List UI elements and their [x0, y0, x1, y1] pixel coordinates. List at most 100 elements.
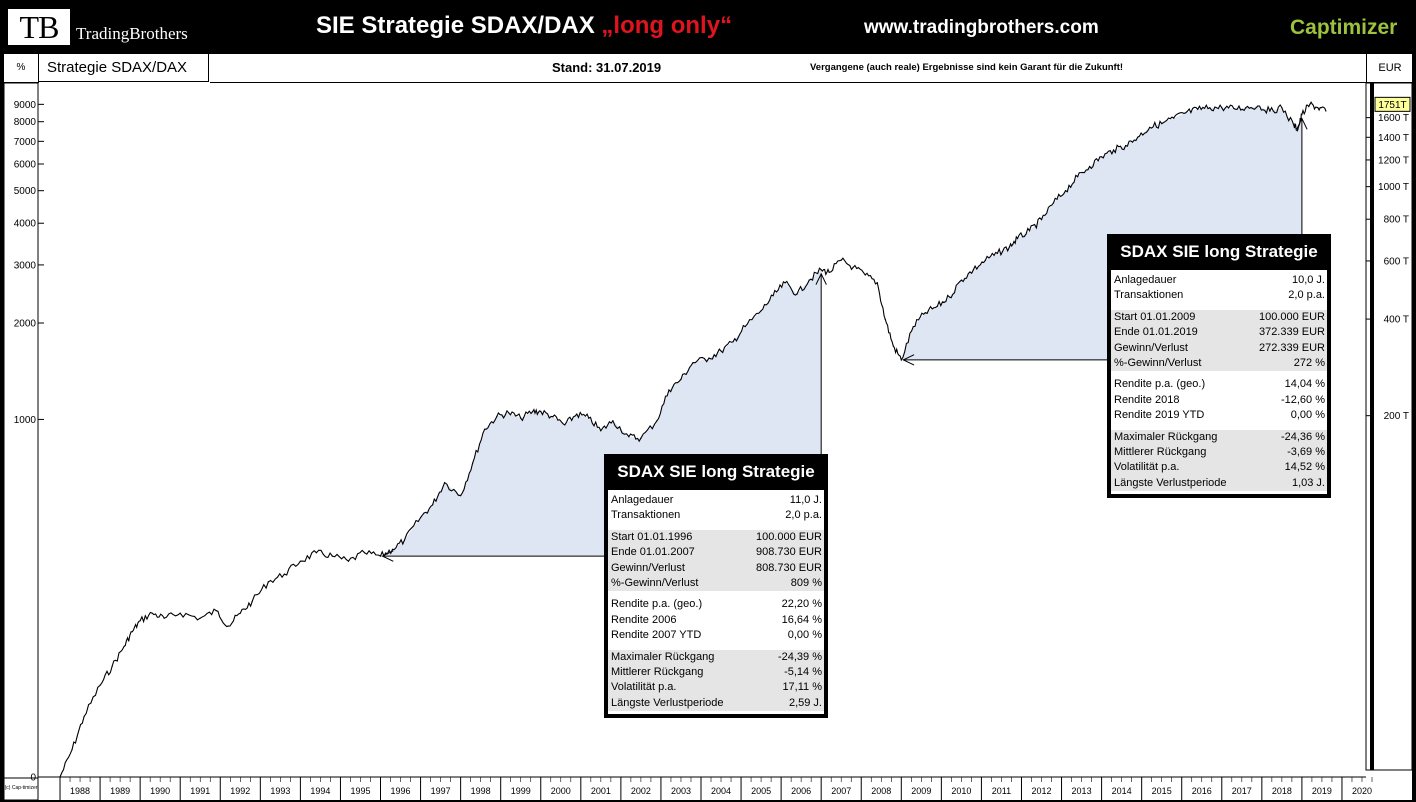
- y-tick-label: 0: [30, 773, 36, 784]
- x-tick-label: 2017: [1232, 786, 1252, 796]
- stat-label: Transaktionen: [1114, 289, 1184, 302]
- x-tick-label: 2007: [831, 786, 851, 796]
- data-point: [1281, 107, 1283, 109]
- stat-label: Ende 01.01.2019: [1114, 326, 1198, 339]
- data-point: [163, 617, 165, 619]
- x-tick-label: 1991: [190, 786, 210, 796]
- data-point: [564, 424, 566, 426]
- stat-row: %-Gewinn/Verlust 272 %: [1111, 356, 1327, 372]
- data-point: [99, 684, 101, 686]
- data-point: [520, 417, 522, 419]
- title-bar: TB TradingBrothers SIE Strategie SDAX/DA…: [0, 0, 1416, 54]
- x-tick-label: 2018: [1272, 786, 1292, 796]
- stats-box-1996-2007: SDAX SIE long Strategie Anlagedauer 11,0 J…: [604, 454, 828, 719]
- y-tick-label: 2000: [14, 318, 37, 329]
- website-url[interactable]: www.tradingbrothers.com: [864, 17, 1099, 38]
- stat-row: Anlagedauer 10,0 J.: [1111, 273, 1327, 288]
- stats-box-body: Anlagedauer 11,0 J. Transaktionen 2,0 p.a. S…: [608, 490, 824, 715]
- x-tick-label: 2003: [671, 786, 691, 796]
- x-tick-label: 2019: [1312, 786, 1332, 796]
- stat-value: 14,52 %: [1284, 461, 1325, 474]
- stat-row: Längste Verlustperiode 1,03 J.: [1111, 475, 1327, 492]
- arrow-end-2019-head: [1296, 117, 1308, 130]
- stat-label: Maximaler Rückgang: [1114, 430, 1218, 443]
- left-axis-panel: [4, 82, 39, 800]
- data-point: [900, 359, 902, 361]
- right-tick-label: 800 T: [1384, 215, 1409, 226]
- stat-row: Rendite 2019 YTD 0,00 %: [1111, 408, 1327, 423]
- data-point: [612, 420, 614, 422]
- data-point: [852, 266, 854, 268]
- data-point: [820, 269, 822, 271]
- data-point: [151, 612, 153, 614]
- data-point: [1089, 165, 1091, 168]
- data-point: [924, 312, 926, 314]
- data-point: [123, 645, 125, 648]
- data-point: [1197, 108, 1199, 110]
- stat-label: Anlagedauer: [611, 494, 674, 506]
- data-point: [892, 345, 894, 347]
- stat-value: 809 %: [790, 577, 822, 590]
- series-name: Strategie SDAX/DAX: [39, 54, 209, 82]
- data-point: [363, 552, 366, 554]
- stat-label: Mittlerer Rückgang: [1114, 446, 1207, 459]
- data-point: [628, 436, 630, 438]
- stat-group: Anlagedauer 11,0 J. Transaktionen 2,0 p.a.: [608, 490, 824, 527]
- stat-value: 2,59 J.: [788, 696, 822, 709]
- x-tick-label: 2016: [1192, 786, 1212, 796]
- data-point: [71, 749, 73, 751]
- stat-label: Mittlerer Rückgang: [611, 666, 704, 679]
- data-point: [1209, 107, 1211, 109]
- stat-label: Volatilität p.a.: [611, 681, 677, 694]
- x-tick-label: 1992: [230, 786, 250, 796]
- stat-group: Maximaler Rückgang -24,36 % Mittlerer Rück…: [1111, 427, 1327, 495]
- y-tick-label: 7000: [14, 137, 37, 148]
- stat-label: Rendite 2018: [1114, 393, 1180, 406]
- stat-group: Start 01.01.1996 100.000 EUR Ende 01.01.20…: [608, 527, 824, 595]
- data-point: [1269, 110, 1271, 112]
- stat-value: 2,0 p.a.: [1288, 289, 1325, 302]
- stat-row: Längste Verlustperiode 2,59 J.: [608, 695, 824, 712]
- data-point: [948, 296, 951, 298]
- data-point: [1297, 128, 1299, 130]
- data-point: [1064, 190, 1067, 192]
- stat-label: Rendite p.a. (geo.): [611, 598, 703, 611]
- x-tick-label: 1996: [391, 786, 411, 796]
- data-point: [1293, 124, 1295, 126]
- data-point: [347, 560, 350, 562]
- data-point: [1040, 219, 1043, 221]
- stat-group: Maximaler Rückgang -24,39 % Mittlerer Rück…: [608, 647, 824, 715]
- as-of-date: Stand: 31.07.2019: [552, 60, 662, 75]
- x-tick-label: 2006: [791, 786, 811, 796]
- y-tick-label: 1000: [14, 415, 37, 426]
- stat-value: 16,64 %: [781, 613, 822, 626]
- logo-name: TradingBrothers: [76, 24, 188, 43]
- stat-label: Start 01.01.2009: [1114, 310, 1196, 323]
- x-tick-label: 1993: [270, 786, 290, 796]
- data-point: [972, 269, 975, 271]
- stat-row: Rendite p.a. (geo.) 22,20 %: [608, 597, 824, 612]
- right-tick-label: 200 T: [1384, 411, 1409, 422]
- data-point: [640, 437, 642, 439]
- x-tick-label: 2013: [1072, 786, 1092, 796]
- x-tick-label: 2001: [591, 786, 611, 796]
- stat-value: 11,0 J.: [789, 494, 822, 506]
- stat-label: Start 01.01.1996: [611, 530, 693, 543]
- stat-value: 100.000 EUR: [755, 530, 822, 543]
- x-tick-label: 1995: [350, 786, 370, 796]
- stat-value: -5,14 %: [784, 666, 822, 679]
- stats-box-2009-2019: SDAX SIE long Strategie Anlagedauer 10,0 J…: [1107, 234, 1331, 499]
- data-point: [460, 495, 462, 497]
- brand-logo: Captimizer: [1290, 16, 1398, 39]
- x-tick-label: 1998: [471, 786, 491, 796]
- data-point: [315, 552, 317, 554]
- stat-value: 0,00 %: [787, 629, 822, 642]
- x-tick-label: 2014: [1112, 786, 1132, 796]
- stat-label: Rendite 2019 YTD: [1114, 409, 1205, 422]
- stat-label: %-Gewinn/Verlust: [1114, 357, 1202, 370]
- x-tick-label: 1999: [511, 786, 531, 796]
- data-point: [864, 274, 866, 276]
- stat-value: 908.730 EUR: [755, 546, 822, 559]
- stat-row: Mittlerer Rückgang -3,69 %: [1111, 445, 1327, 461]
- data-point: [760, 310, 762, 312]
